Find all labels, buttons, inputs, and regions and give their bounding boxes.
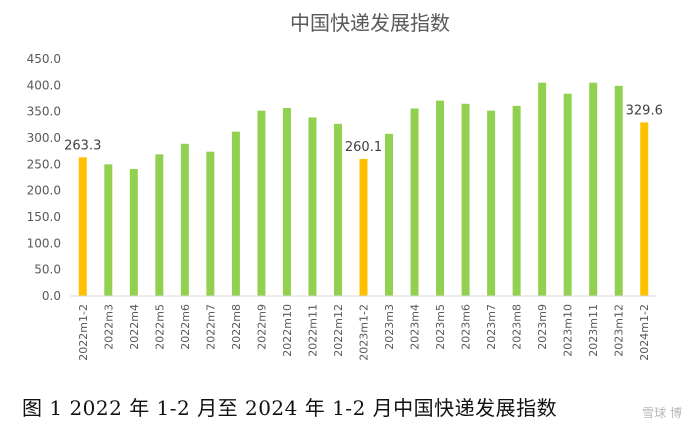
bars <box>78 82 649 297</box>
data-label: 329.6 <box>626 103 663 118</box>
x-tick-label: 2023m8 <box>511 304 524 350</box>
x-tick-label: 2022m11 <box>306 304 319 357</box>
bar-2023m3 <box>385 133 394 296</box>
bar-2023m7 <box>487 110 496 296</box>
bar-2023m6 <box>461 103 470 297</box>
y-tick-label: 250.0 <box>27 157 61 171</box>
x-tick-label: 2024m1-2 <box>638 304 651 361</box>
x-tick-label: 2022m3 <box>102 304 115 350</box>
x-tick-label: 2023m6 <box>460 304 473 350</box>
y-tick-label: 50.0 <box>34 263 61 277</box>
x-tick-label: 2022m5 <box>153 304 166 350</box>
bar-2023m11 <box>589 82 598 296</box>
y-axis: 0.0 50.0 100.0 150.0 200.0 250.0 300.0 350.0 400… <box>27 52 61 303</box>
x-tick-label: 2023m5 <box>434 304 447 350</box>
x-tick-label: 2023m11 <box>587 304 600 357</box>
bar-2023m8 <box>512 105 521 296</box>
x-tick-label: 2022m10 <box>281 304 294 357</box>
chart-svg: 中国快递发展指数 0.0 50.0 100.0 150.0 200.0 250.0 300.… <box>27 11 663 361</box>
data-label: 260.1 <box>345 140 382 155</box>
bar-2022m4 <box>129 169 138 296</box>
x-tick-label: 2022m4 <box>128 304 141 350</box>
x-tick-label: 2023m1-2 <box>358 304 371 361</box>
y-tick-label: 150.0 <box>27 210 61 224</box>
data-labels: 263.3 260.1 329.6 <box>64 103 663 155</box>
y-tick-label: 400.0 <box>27 78 61 92</box>
x-tick-label: 2022m12 <box>332 304 345 357</box>
bar-2023m9 <box>538 82 547 296</box>
watermark: 雪球 博 <box>642 406 682 420</box>
x-tick-label: 2023m3 <box>383 304 396 350</box>
data-label: 263.3 <box>64 138 101 153</box>
y-tick-label: 300.0 <box>27 131 61 145</box>
bar-2022m6 <box>180 143 189 296</box>
x-tick-label: 2023m9 <box>536 304 549 350</box>
bar-2022m1-2 <box>78 157 87 296</box>
bar-2022m5 <box>155 154 164 296</box>
bar-2022m3 <box>104 164 113 296</box>
bar-2023m10 <box>563 93 572 296</box>
bar-2022m12 <box>333 123 342 296</box>
bar-2022m9 <box>257 110 266 296</box>
x-tick-label: 2022m7 <box>204 304 217 350</box>
y-tick-label: 350.0 <box>27 105 61 119</box>
bar-2022m8 <box>231 131 240 296</box>
x-tick-label: 2022m1-2 <box>77 304 90 361</box>
chart-title: 中国快递发展指数 <box>290 11 450 35</box>
y-tick-label: 100.0 <box>27 236 61 250</box>
bar-2023m12 <box>614 85 623 296</box>
x-axis: 2022m1-2 2022m3 2022m4 2022m5 2022m6 2022m7 20… <box>70 295 657 361</box>
x-tick-label: 2023m4 <box>409 304 422 350</box>
y-tick-label: 450.0 <box>27 52 61 66</box>
figure-caption: 图 1 2022 年 1-2 月至 2024 年 1-2 月中国快递发展指数 <box>22 396 558 420</box>
bar-2022m11 <box>308 117 317 297</box>
bar-2023m5 <box>436 100 445 297</box>
x-tick-label: 2022m9 <box>255 304 268 350</box>
bar-2022m10 <box>282 107 291 296</box>
bar-2022m7 <box>206 151 215 296</box>
x-tick-label: 2022m6 <box>179 304 192 350</box>
y-tick-label: 0.0 <box>42 289 61 303</box>
bar-2024m1-2 <box>640 122 649 296</box>
x-tick-label: 2023m10 <box>562 304 575 357</box>
bar-2023m1-2 <box>359 159 368 296</box>
x-tick-label: 2023m12 <box>613 304 626 357</box>
x-tick-label: 2022m8 <box>230 304 243 350</box>
x-tick-label: 2023m7 <box>485 304 498 350</box>
bar-2023m4 <box>410 108 419 296</box>
y-tick-label: 200.0 <box>27 184 61 198</box>
